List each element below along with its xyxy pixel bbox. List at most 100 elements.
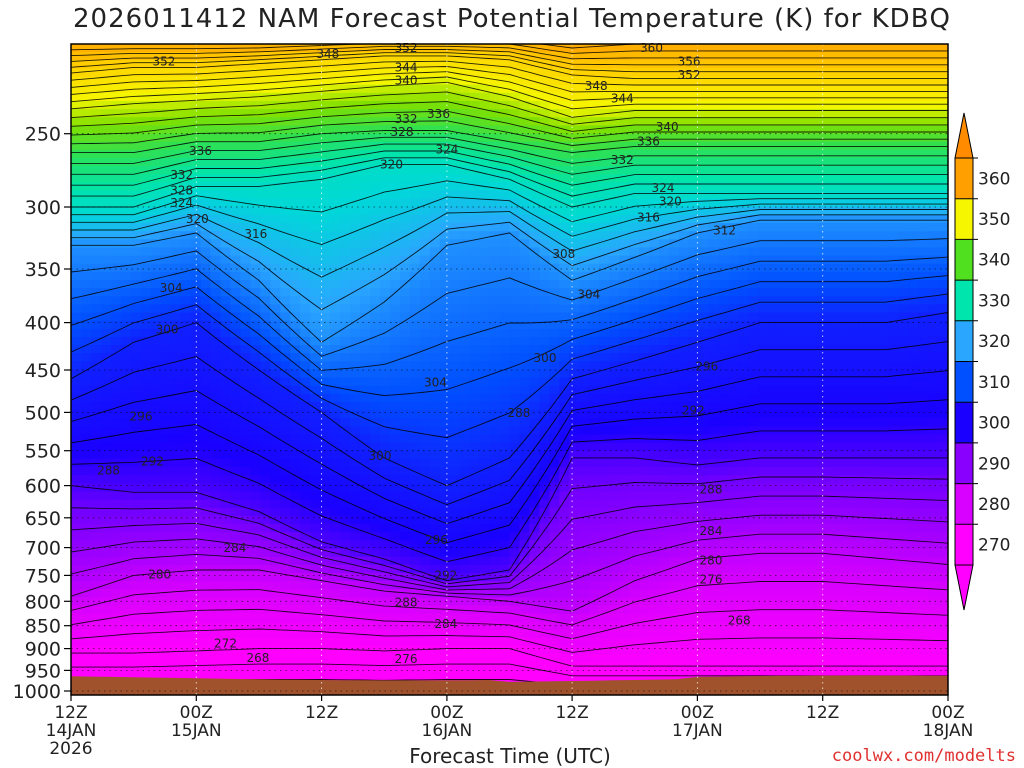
heatmap-cell <box>71 654 82 663</box>
heatmap-cell <box>270 182 281 191</box>
heatmap-cell <box>300 597 311 607</box>
heatmap-cell <box>270 491 281 501</box>
heatmap-cell <box>409 475 421 484</box>
heatmap-cell <box>340 499 351 509</box>
heatmap-cell <box>81 345 92 354</box>
heatmap-cell <box>449 345 461 354</box>
heatmap-cell <box>678 483 690 493</box>
heatmap-cell <box>669 133 680 143</box>
heatmap-cell <box>688 109 700 118</box>
heatmap-cell <box>419 353 431 362</box>
heatmap-cell <box>290 483 301 493</box>
heatmap-cell <box>688 101 700 110</box>
heatmap-cell <box>240 141 251 151</box>
heatmap-cell <box>639 646 650 655</box>
heatmap-cell <box>230 564 242 574</box>
heatmap-cell <box>260 255 271 265</box>
heatmap-cell <box>429 556 441 566</box>
heatmap-cell <box>419 361 431 371</box>
heatmap-cell <box>71 467 82 476</box>
heatmap-cell <box>220 621 232 631</box>
heatmap-cell <box>260 125 271 135</box>
heatmap-cell <box>240 459 251 468</box>
heatmap-cell <box>330 572 341 582</box>
heatmap-cell <box>419 280 431 289</box>
heatmap-cell <box>81 426 92 436</box>
heatmap-cell <box>639 271 650 281</box>
heatmap-cell <box>659 556 670 566</box>
heatmap-cell <box>190 239 202 248</box>
heatmap-cell <box>499 328 511 338</box>
heatmap-cell <box>589 516 600 525</box>
heatmap-cell <box>270 507 281 517</box>
heatmap-cell <box>379 247 391 257</box>
heatmap-cell <box>150 516 162 525</box>
heatmap-cell <box>399 393 411 403</box>
heatmap-cell <box>71 157 82 167</box>
heatmap-cell <box>350 133 361 143</box>
heatmap-cell <box>270 247 281 257</box>
heatmap-cell <box>120 206 132 216</box>
heatmap-cell <box>130 125 142 135</box>
heatmap-cell <box>489 385 501 395</box>
heatmap-cell <box>409 532 421 541</box>
heatmap-cell <box>160 280 172 289</box>
heatmap-cell <box>280 572 291 582</box>
heatmap-cell <box>100 174 112 183</box>
heatmap-cell <box>110 206 122 216</box>
heatmap-cell <box>220 377 232 387</box>
heatmap-cell <box>479 288 491 297</box>
heatmap-cell <box>150 328 162 338</box>
heatmap-cell <box>330 336 341 346</box>
heatmap-cell <box>320 76 331 86</box>
heatmap-cell <box>210 328 222 338</box>
heatmap-cell <box>379 92 391 102</box>
heatmap-cell <box>120 540 132 550</box>
heatmap-cell <box>629 516 640 525</box>
heatmap-cell <box>270 255 281 265</box>
heatmap-cell <box>300 320 311 330</box>
heatmap-cell <box>240 117 251 126</box>
heatmap-cell <box>519 629 531 639</box>
heatmap-cell <box>230 125 242 135</box>
heatmap-cell <box>350 638 361 647</box>
heatmap-cell <box>629 670 640 680</box>
heatmap-cell <box>330 92 341 102</box>
heatmap-cell <box>250 206 261 216</box>
heatmap-cell <box>379 271 391 281</box>
heatmap-cell <box>290 507 301 517</box>
heatmap-cell <box>659 320 670 330</box>
heatmap-cell <box>280 68 291 78</box>
heatmap-cell <box>120 426 132 436</box>
heatmap-cell <box>449 149 461 159</box>
heatmap-cell <box>569 336 580 346</box>
heatmap-cell <box>130 328 142 338</box>
heatmap-cell <box>90 182 102 191</box>
heatmap-cell <box>140 247 152 257</box>
heatmap-cell <box>669 393 680 403</box>
heatmap-cell <box>150 572 162 582</box>
heatmap-cell <box>180 613 192 623</box>
heatmap-cell <box>340 393 351 403</box>
heatmap-cell <box>669 450 680 460</box>
heatmap-cell <box>250 271 261 281</box>
heatmap-cell <box>350 369 361 379</box>
heatmap-cell <box>539 418 550 427</box>
heatmap-cell <box>559 353 570 362</box>
heatmap-cell <box>180 377 192 387</box>
heatmap-cell <box>330 581 341 590</box>
heatmap-cell <box>519 516 531 525</box>
heatmap-cell <box>489 296 501 305</box>
heatmap-cell <box>240 564 251 574</box>
heatmap-cell <box>449 125 461 135</box>
heatmap-cell <box>300 166 311 175</box>
heatmap-cell <box>659 426 670 436</box>
heatmap-cell <box>399 336 411 346</box>
heatmap-cell <box>120 296 132 305</box>
heatmap-cell <box>260 336 271 346</box>
heatmap-cell <box>360 516 371 525</box>
heatmap-cell <box>300 540 311 550</box>
heatmap-cell <box>439 133 451 143</box>
heatmap-cell <box>569 198 580 208</box>
heatmap-cell <box>579 459 590 468</box>
